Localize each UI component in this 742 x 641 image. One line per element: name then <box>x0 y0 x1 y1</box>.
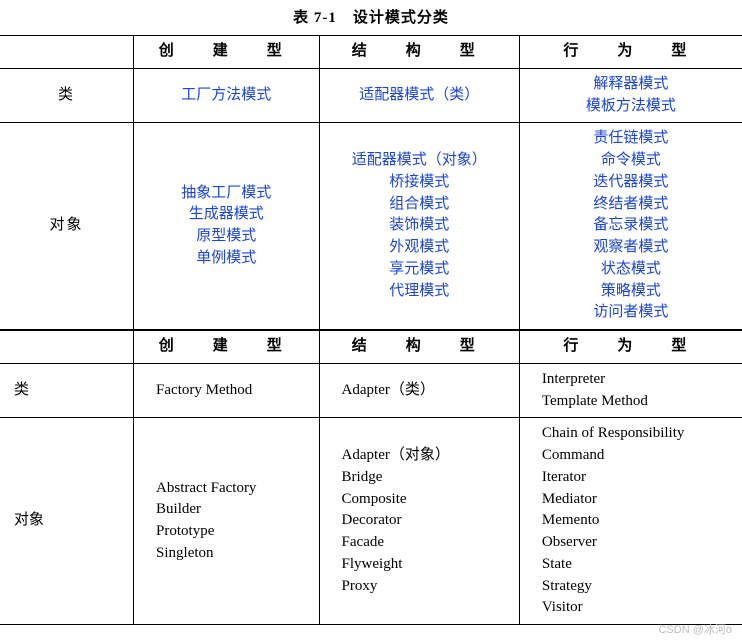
list-item: 策略模式 <box>526 281 736 303</box>
list-item: Iterator <box>542 467 736 489</box>
header-blank <box>0 36 134 69</box>
cell-class-structural: 适配器模式（类） <box>319 68 519 123</box>
list-item: Singleton <box>156 543 313 565</box>
design-pattern-table-en: 创 建 型 结 构 型 行 为 型 类 Factory Method Adapt… <box>0 330 742 625</box>
list-item: 访问者模式 <box>526 302 736 324</box>
list-item: 备忘录模式 <box>526 215 736 237</box>
list-item: 命令模式 <box>526 150 736 172</box>
cell-object-structural-en: Adapter（对象）BridgeCompositeDecoratorFacad… <box>319 418 519 625</box>
list-item: 原型模式 <box>140 226 313 248</box>
list-item: 代理模式 <box>326 281 513 303</box>
list-item: Prototype <box>156 521 313 543</box>
cell-class-creational: 工厂方法模式 <box>134 68 320 123</box>
list-item: 解释器模式 <box>526 74 736 96</box>
list-item: 桥接模式 <box>326 172 513 194</box>
row-class: 类 工厂方法模式 适配器模式（类） 解释器模式模板方法模式 <box>0 68 742 123</box>
cell-object-behavioral-en: Chain of ResponsibilityCommandIteratorMe… <box>519 418 742 625</box>
list-item: State <box>542 554 736 576</box>
list-item: Memento <box>542 510 736 532</box>
list-item: 模板方法模式 <box>526 96 736 118</box>
list-item: Bridge <box>342 467 513 489</box>
header-creational: 创 建 型 <box>134 36 320 69</box>
cell-class-behavioral: 解释器模式模板方法模式 <box>519 68 742 123</box>
list-item: Adapter（对象） <box>342 445 513 467</box>
list-item: Interpreter <box>542 369 736 391</box>
list-item: 享元模式 <box>326 259 513 281</box>
list-item: Decorator <box>342 510 513 532</box>
row-class-en: 类 Factory Method Adapter（类） InterpreterT… <box>0 363 742 418</box>
list-item: Factory Method <box>156 380 313 402</box>
cell-class-structural-en: Adapter（类） <box>319 363 519 418</box>
header-behavioral-en: 行 为 型 <box>519 331 742 364</box>
list-item: 装饰模式 <box>326 215 513 237</box>
row-label-class: 类 <box>0 68 134 123</box>
list-item: 组合模式 <box>326 194 513 216</box>
row-object: 对象 抽象工厂模式生成器模式原型模式单例模式 适配器模式（对象）桥接模式组合模式… <box>0 123 742 330</box>
header-behavioral: 行 为 型 <box>519 36 742 69</box>
list-item: Flyweight <box>342 554 513 576</box>
list-item: Adapter（类） <box>342 380 513 402</box>
list-item: 终结者模式 <box>526 194 736 216</box>
list-item: Facade <box>342 532 513 554</box>
row-label-object-en: 对象 <box>0 418 134 625</box>
list-item: Mediator <box>542 489 736 511</box>
cell-object-creational-en: Abstract FactoryBuilderPrototypeSingleto… <box>134 418 320 625</box>
cell-class-creational-en: Factory Method <box>134 363 320 418</box>
list-item: 生成器模式 <box>140 204 313 226</box>
list-item: 责任链模式 <box>526 128 736 150</box>
cell-object-behavioral: 责任链模式命令模式迭代器模式终结者模式备忘录模式观察者模式状态模式策略模式访问者… <box>519 123 742 330</box>
list-item: Composite <box>342 489 513 511</box>
header-structural-en: 结 构 型 <box>319 331 519 364</box>
cell-object-creational: 抽象工厂模式生成器模式原型模式单例模式 <box>134 123 320 330</box>
row-label-class-en: 类 <box>0 363 134 418</box>
list-item: 适配器模式（类） <box>326 85 513 107</box>
list-item: Template Method <box>542 391 736 413</box>
cell-object-structural: 适配器模式（对象）桥接模式组合模式装饰模式外观模式享元模式代理模式 <box>319 123 519 330</box>
watermark: CSDN @冰河o <box>658 621 732 637</box>
header-blank-en <box>0 331 134 364</box>
list-item: Strategy <box>542 576 736 598</box>
list-item: Command <box>542 445 736 467</box>
list-item: Observer <box>542 532 736 554</box>
list-item: 工厂方法模式 <box>140 85 313 107</box>
list-item: 单例模式 <box>140 248 313 270</box>
design-pattern-table-cn: 创 建 型 结 构 型 行 为 型 类 工厂方法模式 适配器模式（类） 解释器模… <box>0 35 742 330</box>
header-row: 创 建 型 结 构 型 行 为 型 <box>0 36 742 69</box>
list-item: 观察者模式 <box>526 237 736 259</box>
list-item: Abstract Factory <box>156 478 313 500</box>
cell-class-behavioral-en: InterpreterTemplate Method <box>519 363 742 418</box>
list-item: Builder <box>156 499 313 521</box>
list-item: Proxy <box>342 576 513 598</box>
list-item: Chain of Responsibility <box>542 423 736 445</box>
list-item: 状态模式 <box>526 259 736 281</box>
list-item: 抽象工厂模式 <box>140 183 313 205</box>
list-item: 外观模式 <box>326 237 513 259</box>
header-row-en: 创 建 型 结 构 型 行 为 型 <box>0 331 742 364</box>
header-creational-en: 创 建 型 <box>134 331 320 364</box>
row-object-en: 对象 Abstract FactoryBuilderPrototypeSingl… <box>0 418 742 625</box>
header-structural: 结 构 型 <box>319 36 519 69</box>
list-item: 迭代器模式 <box>526 172 736 194</box>
list-item: 适配器模式（对象） <box>326 150 513 172</box>
list-item: Visitor <box>542 597 736 619</box>
table-caption: 表 7-1 设计模式分类 <box>0 0 742 35</box>
row-label-object: 对象 <box>0 123 134 330</box>
